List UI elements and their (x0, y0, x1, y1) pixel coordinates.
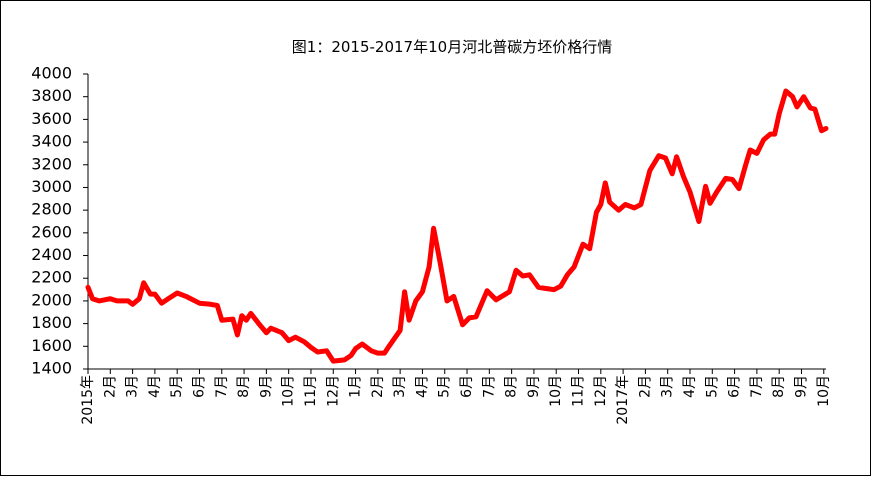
x-tick-label: 10月 (816, 375, 832, 407)
x-tick-label: 5月 (704, 375, 720, 398)
y-tick-label: 1800 (31, 313, 72, 332)
y-tick-label: 3600 (31, 109, 72, 128)
x-tick-label: 7月 (749, 375, 765, 398)
y-tick-label: 2400 (31, 245, 72, 264)
x-tick-label: 6月 (191, 375, 207, 398)
y-tick-label: 2000 (31, 290, 72, 309)
x-tick-label: 10月 (281, 375, 297, 407)
x-tick-label: 4月 (414, 375, 430, 398)
x-tick-label: 3月 (392, 375, 408, 398)
y-tick-label: 2800 (31, 200, 72, 219)
y-tick-label: 3800 (31, 86, 72, 105)
x-tick-label: 4月 (147, 375, 163, 398)
price-line (85, 88, 829, 364)
x-tick-label: 3月 (660, 375, 676, 398)
x-tick-label: 2月 (637, 375, 653, 398)
y-tick-label: 1400 (31, 359, 72, 378)
x-tick-label: 5月 (437, 375, 453, 398)
x-tick-label: 11月 (303, 375, 319, 407)
y-tick-label: 2600 (31, 222, 72, 241)
x-tick-label: 9月 (258, 375, 274, 398)
x-tick-label: 7月 (481, 375, 497, 398)
x-tick-label: 9月 (526, 375, 542, 398)
y-tick-label: 3400 (31, 132, 72, 151)
y-tick-label: 1600 (31, 336, 72, 355)
y-tick-label: 2200 (31, 268, 72, 287)
y-tick-label: 4000 (31, 64, 72, 83)
x-tick-label: 11月 (571, 375, 587, 407)
x-tick-label: 4月 (682, 375, 698, 398)
x-tick-label: 8月 (236, 375, 252, 398)
x-tick-label: 9月 (793, 375, 809, 398)
x-tick-label: 12月 (593, 375, 609, 407)
y-tick-label: 3000 (31, 177, 72, 196)
x-tick-label: 10月 (548, 375, 564, 407)
x-tick-label: 5月 (169, 375, 185, 398)
x-tick-label: 8月 (771, 375, 787, 398)
chart-title: 图1：2015-2017年10月河北普碳方坯价格行情 (292, 38, 612, 56)
y-tick-label: 3200 (31, 154, 72, 173)
x-tick-label: 6月 (727, 375, 743, 398)
x-tick-label: 2月 (102, 375, 118, 398)
x-tick-label: 2017年 (615, 375, 631, 425)
x-tick-label: 2月 (370, 375, 386, 398)
x-tick-label: 3月 (125, 375, 141, 398)
x-tick-label: 8月 (504, 375, 520, 398)
x-tick-label: 1月 (348, 375, 364, 398)
x-tick-label: 6月 (459, 375, 475, 398)
x-tick-label: 2015年 (80, 375, 96, 425)
x-tick-label: 12月 (325, 375, 341, 407)
x-tick-label: 7月 (214, 375, 230, 398)
